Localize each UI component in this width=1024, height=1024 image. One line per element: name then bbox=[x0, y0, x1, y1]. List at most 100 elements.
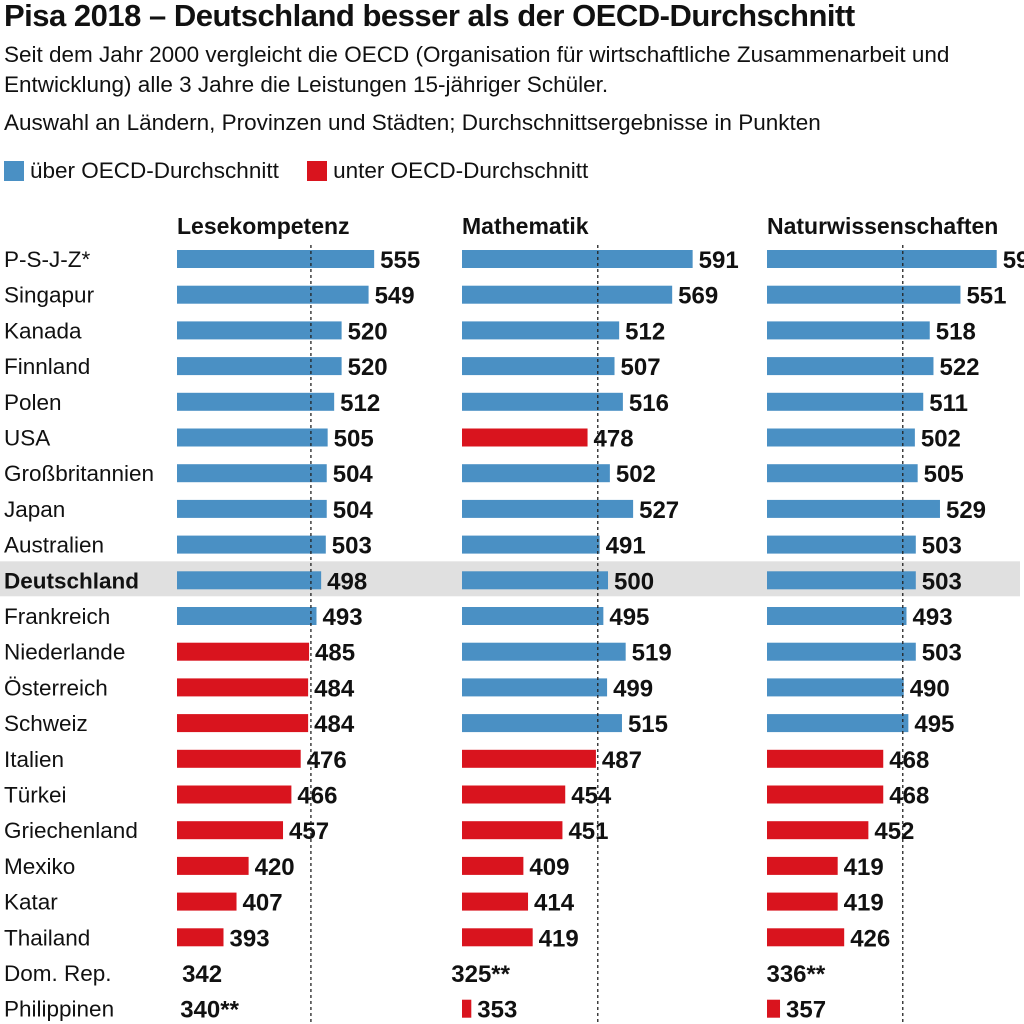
category-label: Italien bbox=[4, 747, 64, 772]
value-label: 454 bbox=[571, 783, 612, 810]
bar-mathematik bbox=[462, 499, 634, 518]
bar-mathematik bbox=[462, 428, 588, 447]
bar-lesekompetenz bbox=[177, 357, 342, 376]
bar-mathematik bbox=[462, 785, 566, 804]
legend-item-below: unter OECD-Durchschnitt bbox=[307, 158, 588, 184]
value-label: 484 bbox=[314, 675, 355, 702]
value-label: 452 bbox=[874, 818, 914, 845]
value-label: 491 bbox=[606, 533, 646, 560]
bar-naturwissenschaften bbox=[767, 856, 838, 875]
value-label: 502 bbox=[921, 426, 961, 453]
value-label: 519 bbox=[632, 640, 672, 667]
category-label: USA bbox=[4, 426, 50, 451]
value-label: 325** bbox=[451, 961, 510, 988]
bar-mathematik bbox=[462, 285, 673, 304]
category-label: Thailand bbox=[4, 925, 90, 950]
value-label: 503 bbox=[922, 568, 962, 595]
bar-mathematik bbox=[462, 892, 529, 911]
bar-lesekompetenz bbox=[177, 642, 310, 661]
bar-mathematik bbox=[462, 357, 615, 376]
value-label: 357 bbox=[786, 997, 826, 1024]
bar-lesekompetenz bbox=[177, 321, 342, 340]
bar-naturwissenschaften bbox=[767, 749, 884, 768]
bar-naturwissenschaften bbox=[767, 464, 918, 483]
value-label: 478 bbox=[594, 426, 634, 453]
bar-mathematik bbox=[462, 250, 693, 268]
value-label: 503 bbox=[922, 640, 962, 667]
bar-naturwissenschaften bbox=[767, 535, 916, 554]
value-label: 515 bbox=[628, 711, 668, 738]
category-label: Philippinen bbox=[4, 997, 114, 1022]
bar-lesekompetenz bbox=[177, 392, 335, 411]
value-label: 393 bbox=[230, 925, 270, 952]
category-label: Türkei bbox=[4, 783, 67, 808]
bar-mathematik bbox=[462, 714, 622, 733]
bar-lesekompetenz bbox=[177, 428, 328, 447]
bar-lesekompetenz bbox=[177, 785, 292, 804]
bar-naturwissenschaften bbox=[767, 642, 916, 661]
series-header-mathematik: Mathematik bbox=[462, 213, 589, 239]
value-label: 466 bbox=[297, 783, 337, 810]
bar-lesekompetenz bbox=[177, 607, 317, 625]
bar-naturwissenschaften bbox=[767, 928, 845, 947]
bar-lesekompetenz bbox=[177, 571, 322, 590]
value-label: 493 bbox=[913, 604, 953, 631]
category-label: Griechenland bbox=[4, 818, 138, 843]
value-label: 419 bbox=[844, 890, 884, 917]
bar-mathematik bbox=[462, 749, 596, 768]
value-label: 504 bbox=[333, 461, 374, 488]
bar-naturwissenschaften bbox=[767, 321, 930, 340]
value-label: 499 bbox=[613, 675, 653, 702]
value-label: 336** bbox=[766, 961, 825, 988]
value-label: 505 bbox=[924, 461, 964, 488]
value-label: 590 bbox=[1003, 247, 1024, 274]
value-label: 342 bbox=[182, 961, 222, 988]
value-label: 504 bbox=[333, 497, 374, 524]
value-label: 498 bbox=[327, 568, 367, 595]
category-label: Singapur bbox=[4, 283, 95, 308]
value-label: 495 bbox=[914, 711, 954, 738]
value-label: 407 bbox=[243, 890, 283, 917]
bar-lesekompetenz bbox=[177, 285, 369, 304]
bar-naturwissenschaften bbox=[767, 357, 934, 376]
value-label: 549 bbox=[375, 283, 415, 310]
value-label: 476 bbox=[307, 747, 347, 774]
value-label: 485 bbox=[315, 640, 355, 667]
bar-lesekompetenz bbox=[177, 250, 375, 268]
value-label: 591 bbox=[699, 247, 739, 274]
value-label: 468 bbox=[889, 783, 929, 810]
bar-naturwissenschaften bbox=[767, 678, 904, 697]
bar-mathematik bbox=[462, 571, 609, 590]
value-label: 527 bbox=[639, 497, 679, 524]
bar-mathematik bbox=[462, 999, 472, 1018]
bar-lesekompetenz bbox=[177, 499, 327, 518]
bar-mathematik bbox=[462, 821, 563, 840]
chart-title: Pisa 2018 – Deutschland besser als der O… bbox=[4, 0, 855, 33]
bar-mathematik bbox=[462, 642, 626, 661]
legend-label-below: unter OECD-Durchschnitt bbox=[333, 158, 589, 183]
value-label: 503 bbox=[922, 533, 962, 560]
category-label: Mexiko bbox=[4, 854, 75, 879]
legend-label-above: über OECD-Durchschnitt bbox=[30, 158, 279, 183]
bar-naturwissenschaften bbox=[767, 892, 838, 911]
category-label: Frankreich bbox=[4, 604, 110, 629]
legend-item-above: über OECD-Durchschnitt bbox=[4, 158, 279, 184]
category-label: Finnland bbox=[4, 354, 90, 379]
category-label: Großbritannien bbox=[4, 461, 154, 486]
chart-subtitle: Seit dem Jahr 2000 vergleicht die OECD (… bbox=[4, 42, 950, 97]
category-label: Dom. Rep. bbox=[4, 961, 112, 986]
category-label: Japan bbox=[4, 497, 65, 522]
value-label: 518 bbox=[936, 318, 976, 345]
value-label: 502 bbox=[616, 461, 656, 488]
bar-mathematik bbox=[462, 464, 610, 483]
bar-naturwissenschaften bbox=[767, 714, 909, 733]
value-label: 505 bbox=[334, 426, 374, 453]
bar-mathematik bbox=[462, 607, 604, 625]
bar-lesekompetenz bbox=[177, 928, 224, 947]
value-label: 516 bbox=[629, 390, 669, 417]
category-label: Niederlande bbox=[4, 640, 125, 665]
legend: über OECD-Durchschnitt unter OECD-Durchs… bbox=[4, 158, 610, 184]
bar-naturwissenschaften bbox=[767, 250, 997, 268]
value-label: 409 bbox=[529, 854, 569, 881]
value-label: 551 bbox=[966, 283, 1006, 310]
